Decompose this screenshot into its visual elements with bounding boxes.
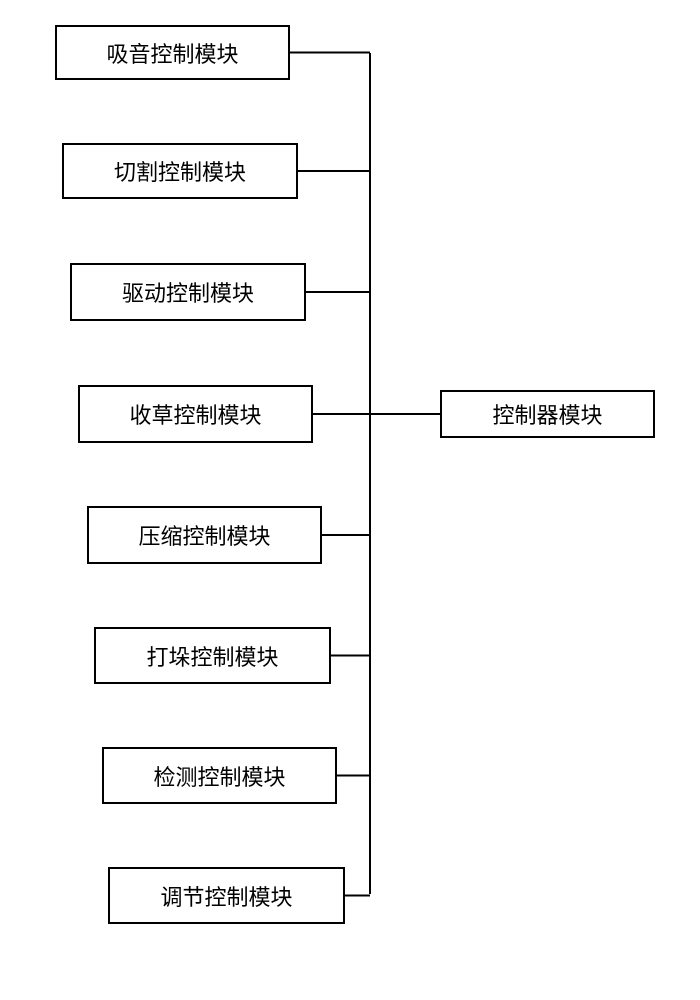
module-box-controller: 控制器模块 [440,390,655,438]
module-label-left-3: 收草控制模块 [129,398,261,430]
module-box-left-4: 压缩控制模块 [87,506,322,564]
module-label-left-6: 检测控制模块 [153,760,285,792]
module-box-left-5: 打垛控制模块 [94,627,331,684]
module-label-left-2: 驱动控制模块 [122,276,254,308]
module-box-left-1: 切割控制模块 [62,143,298,199]
module-box-left-7: 调节控制模块 [108,867,345,924]
module-label-left-4: 压缩控制模块 [138,519,270,551]
module-box-left-0: 吸音控制模块 [55,25,290,80]
module-label-left-1: 切割控制模块 [114,155,246,187]
module-box-left-6: 检测控制模块 [102,747,337,804]
module-box-left-3: 收草控制模块 [78,385,313,443]
module-label-controller: 控制器模块 [492,398,602,430]
module-label-left-5: 打垛控制模块 [146,640,278,672]
module-label-left-7: 调节控制模块 [160,880,292,912]
module-label-left-0: 吸音控制模块 [106,37,238,69]
module-box-left-2: 驱动控制模块 [70,263,306,321]
